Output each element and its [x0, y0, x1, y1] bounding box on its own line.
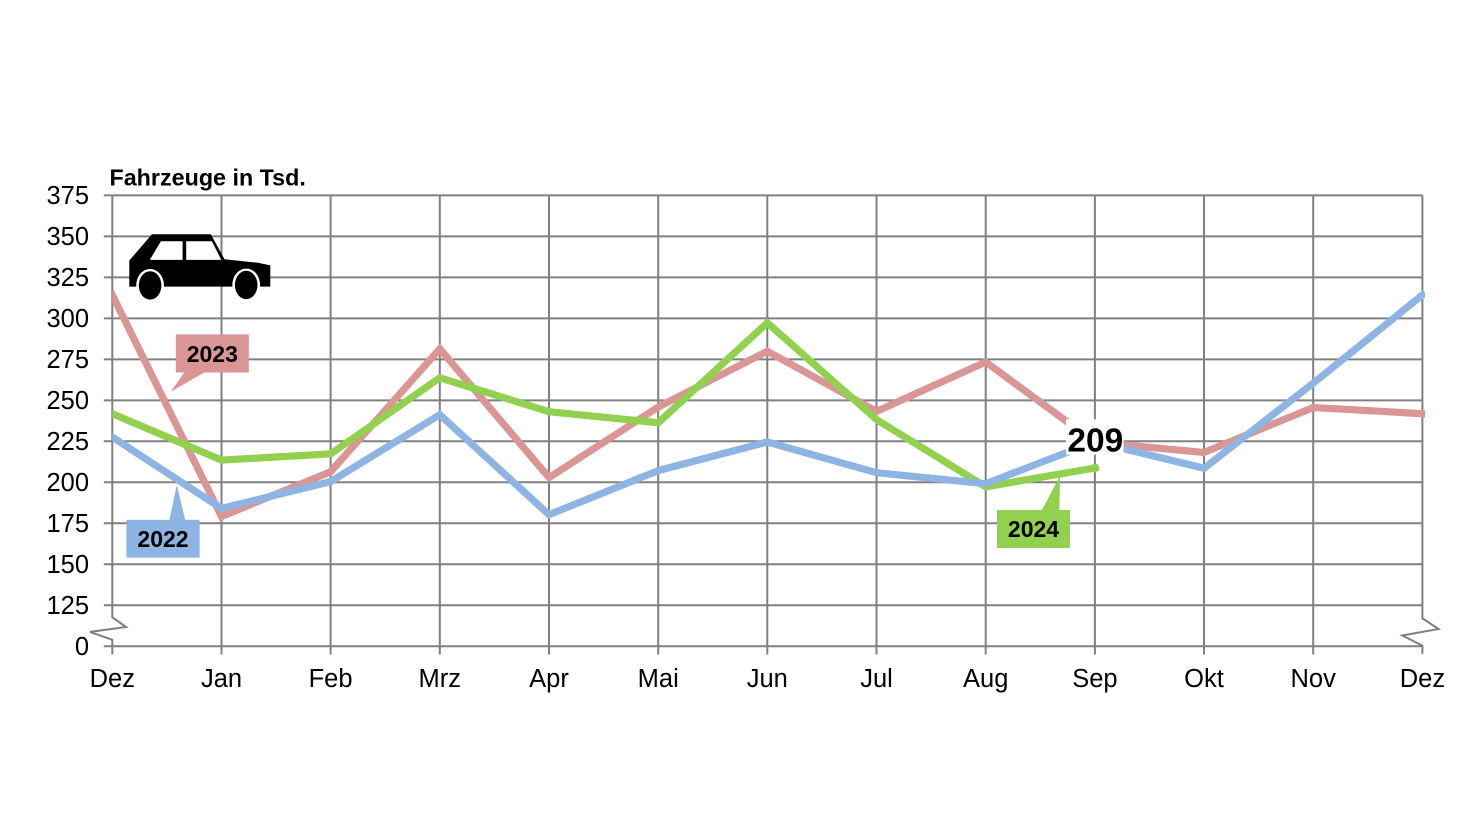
svg-text:2022: 2022: [137, 526, 188, 552]
svg-text:Dez: Dez: [1400, 665, 1445, 693]
svg-text:125: 125: [46, 592, 89, 620]
svg-text:Mai: Mai: [638, 665, 679, 693]
svg-text:2024: 2024: [1008, 516, 1059, 542]
svg-text:300: 300: [46, 305, 89, 333]
svg-text:175: 175: [46, 510, 89, 538]
svg-text:0: 0: [75, 633, 89, 661]
svg-text:209: 209: [1067, 423, 1123, 460]
svg-text:200: 200: [46, 469, 89, 497]
svg-text:Nov: Nov: [1291, 665, 1337, 693]
svg-text:150: 150: [46, 551, 89, 579]
svg-text:225: 225: [46, 428, 89, 456]
svg-text:Mrz: Mrz: [419, 665, 461, 693]
svg-text:350: 350: [46, 223, 89, 251]
svg-text:Jul: Jul: [860, 665, 893, 693]
svg-text:Apr: Apr: [529, 665, 569, 693]
svg-text:Okt: Okt: [1184, 665, 1224, 693]
svg-text:250: 250: [46, 387, 89, 415]
svg-text:375: 375: [46, 182, 89, 210]
svg-text:Dez: Dez: [90, 665, 135, 693]
svg-text:325: 325: [46, 264, 89, 292]
svg-text:275: 275: [46, 346, 89, 374]
svg-text:Jan: Jan: [201, 665, 242, 693]
svg-text:Feb: Feb: [309, 665, 353, 693]
svg-text:Jun: Jun: [747, 665, 788, 693]
svg-text:Sep: Sep: [1072, 665, 1117, 693]
svg-text:2023: 2023: [187, 341, 238, 367]
svg-text:Aug: Aug: [963, 665, 1008, 693]
svg-text:Fahrzeuge in Tsd.: Fahrzeuge in Tsd.: [110, 164, 306, 190]
